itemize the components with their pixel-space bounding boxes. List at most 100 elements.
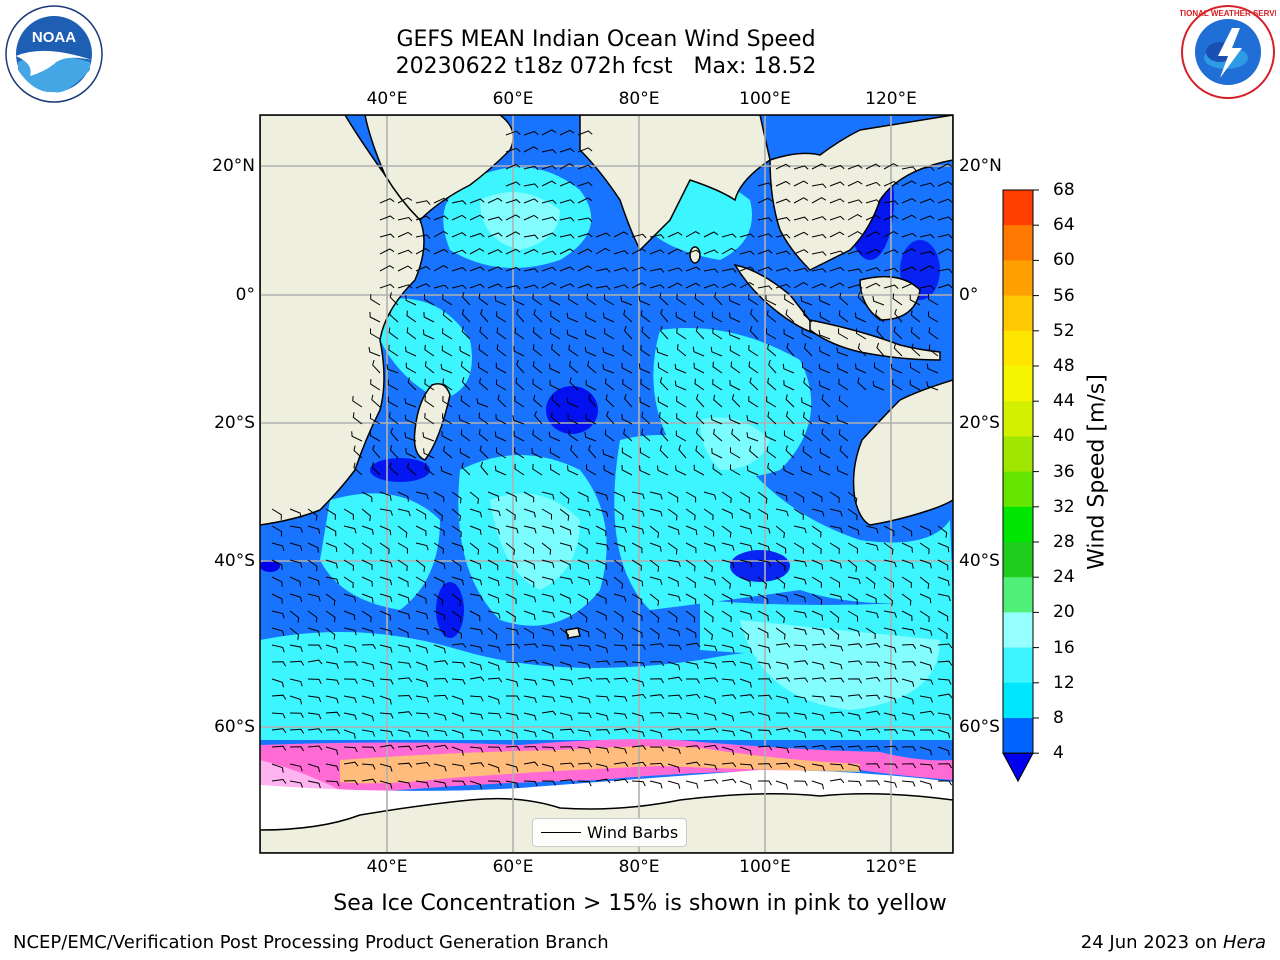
wind-barb [577, 627, 590, 637]
lat-tick-right-20s: 20°S [959, 413, 1000, 433]
wind-barb [369, 311, 381, 323]
wind-barb [415, 627, 429, 635]
wind-barb [513, 295, 525, 306]
wind-barb [919, 746, 932, 756]
wind-barb [660, 427, 669, 442]
wind-barb [811, 542, 822, 555]
wind-barb [811, 643, 827, 649]
wind-barb [928, 294, 939, 306]
wind-barb [937, 627, 948, 640]
colorbar-segment [1003, 225, 1033, 261]
wind-barb [676, 413, 687, 425]
wind-barb [460, 429, 471, 442]
lat-tick-left-60s: 60°S [214, 717, 255, 737]
wind-barb [487, 283, 503, 289]
wind-barb [577, 644, 592, 651]
wind-barb [613, 491, 625, 502]
wind-barb [829, 231, 845, 238]
wind-barb [469, 661, 483, 671]
wind-barb [397, 197, 413, 204]
wind-barb [361, 644, 377, 650]
wind-barb [757, 745, 773, 751]
wind-barb [793, 525, 807, 534]
wind-barb [865, 728, 881, 734]
wind-barb [325, 729, 341, 735]
wind-barb [678, 444, 687, 459]
wind-barb [442, 413, 453, 425]
wind-barb [495, 413, 507, 425]
wind-barb [865, 282, 881, 289]
wind-barb [577, 729, 592, 737]
wind-barb [397, 661, 412, 669]
wind-barb [793, 180, 809, 187]
wind-barb [415, 661, 428, 671]
wind-barb [307, 745, 323, 751]
wind-barb [685, 508, 696, 521]
wind-barb [757, 593, 769, 605]
wind-barb [857, 343, 867, 357]
wind-barb [505, 780, 519, 788]
wind-barb [757, 233, 773, 238]
wind-barb [478, 362, 489, 374]
wind-barb [937, 643, 953, 649]
wind-barb [613, 746, 628, 754]
wind-barb [523, 284, 539, 289]
wind-barb [550, 311, 561, 323]
wind-barb [397, 627, 409, 638]
wind-barb [415, 234, 431, 240]
wind-barb [883, 542, 894, 555]
legend-label: Wind Barbs [587, 823, 679, 842]
wind-barb [353, 462, 363, 476]
wind-barb [433, 491, 445, 503]
wind-barb [620, 296, 633, 306]
wind-barb [390, 427, 399, 442]
wind-barb [487, 627, 498, 640]
wind-barb [874, 362, 885, 374]
wind-barb [819, 346, 831, 357]
wind-barb [523, 712, 537, 721]
colorbar-tick-label: 64 [1053, 215, 1075, 236]
wind-barb [793, 542, 804, 554]
wind-barb [919, 525, 932, 536]
wind-barb [595, 285, 611, 291]
wind-barb [388, 344, 399, 357]
wind-barb [883, 644, 897, 653]
wind-barb [730, 361, 741, 374]
wind-barb [541, 165, 557, 170]
wind-barb [541, 780, 556, 786]
wind-barb [703, 744, 719, 750]
wind-barb [595, 268, 611, 273]
wind-barb [379, 525, 392, 536]
map-frame [259, 114, 954, 854]
wind-barb [577, 147, 593, 153]
wind-barb [505, 248, 521, 255]
wind-barb [649, 711, 665, 717]
colorbar-tick-label: 48 [1053, 356, 1075, 376]
wind-barb [379, 712, 394, 719]
wind-barb [675, 430, 687, 442]
wind-barb [405, 295, 417, 306]
wind-barb [829, 593, 843, 602]
wind-barb [325, 780, 340, 787]
wind-barb [649, 559, 660, 572]
wind-barb [577, 181, 593, 187]
wind-barb [351, 431, 363, 442]
wind-barb [370, 413, 381, 425]
wind-barb [919, 265, 935, 272]
wind-barb [775, 198, 791, 204]
wind-barbs [271, 129, 953, 790]
wind-barb [811, 525, 822, 538]
wind-barb [422, 329, 435, 340]
wind-barb [372, 444, 381, 459]
wind-barb [415, 559, 426, 572]
wind-barb [469, 729, 484, 736]
wind-barb [901, 661, 917, 667]
wind-barb [415, 644, 429, 654]
wind-barb [631, 233, 647, 239]
colorbar-tick-label: 28 [1053, 532, 1075, 552]
wind-barb [802, 446, 813, 459]
footer-date-text: 24 Jun 2023 on [1080, 932, 1223, 953]
wind-barb [865, 267, 881, 272]
wind-barb [478, 429, 489, 442]
wind-barb [656, 347, 669, 357]
